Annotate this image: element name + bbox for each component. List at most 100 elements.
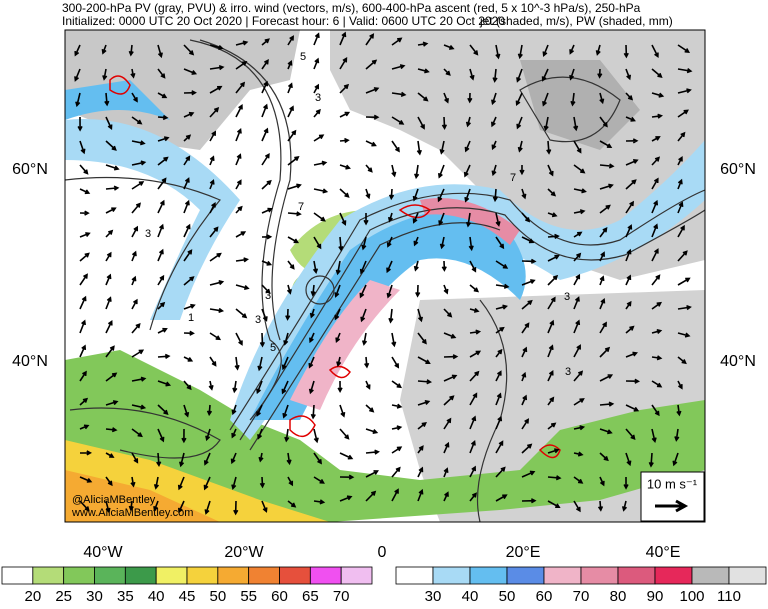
wind-vector xyxy=(625,452,632,467)
wind-vector xyxy=(677,131,686,142)
wind-vector xyxy=(183,199,190,214)
wind-vector xyxy=(105,372,118,382)
wind-vector xyxy=(339,474,355,480)
wind-vector xyxy=(183,90,197,96)
contour-label: 5 xyxy=(300,51,306,63)
wind-vector xyxy=(363,212,369,226)
wind-vector xyxy=(183,134,192,142)
wind-vector xyxy=(105,500,111,514)
wind-vector xyxy=(677,277,691,286)
wind-vector xyxy=(413,236,419,247)
wind-vector xyxy=(183,404,190,418)
wind-vector xyxy=(209,155,215,166)
wind-vector xyxy=(203,452,211,466)
wind-vector xyxy=(105,251,112,262)
wind-vector xyxy=(131,116,143,125)
contour-label: 3 xyxy=(145,228,151,240)
wind-vector xyxy=(521,346,528,358)
wind-vector xyxy=(74,44,81,57)
wind-vector xyxy=(208,380,214,391)
wind-vector xyxy=(313,134,325,142)
wind-vector xyxy=(157,136,170,142)
wind-vector xyxy=(79,370,87,382)
wind-vector xyxy=(651,113,664,119)
wind-vector xyxy=(157,301,166,310)
wind-vector xyxy=(209,252,222,262)
wind-vector xyxy=(287,211,302,217)
wind-vector xyxy=(391,64,406,70)
wind-vector xyxy=(573,451,584,457)
wind-vector xyxy=(465,212,472,228)
wind-vector xyxy=(365,87,380,94)
lon-label: 20°E xyxy=(506,544,541,561)
wind-vector xyxy=(438,212,445,226)
jet-shading xyxy=(65,119,240,320)
wind-vector xyxy=(131,404,147,410)
wind-vector xyxy=(286,452,292,466)
wind-vector xyxy=(310,404,316,420)
wind-vector xyxy=(569,68,575,81)
wind-vector xyxy=(235,128,242,142)
wind-vector xyxy=(79,140,86,155)
wind-vector xyxy=(412,212,419,224)
wind-vector xyxy=(183,249,193,262)
wind-vector xyxy=(515,92,523,107)
wind-vector xyxy=(469,260,477,273)
wind-vector xyxy=(599,346,611,358)
wind-vector xyxy=(417,356,431,365)
wind-vector xyxy=(570,92,576,107)
wind-vector xyxy=(131,92,138,103)
wind-vector xyxy=(387,212,394,223)
wind-vector xyxy=(469,68,475,81)
wind-vector xyxy=(310,284,316,297)
wind-vector xyxy=(464,140,471,153)
wind-vector xyxy=(74,68,81,82)
wind-vector xyxy=(597,68,603,79)
wind-vector xyxy=(257,356,263,372)
lon-label: 40°E xyxy=(646,544,681,561)
wind-vector xyxy=(625,116,636,122)
wind-vector xyxy=(467,92,473,104)
wind-vector xyxy=(521,371,527,382)
wind-vector xyxy=(677,304,692,311)
wind-vector xyxy=(547,475,562,481)
wind-vector xyxy=(183,380,192,391)
wind-vector xyxy=(417,379,433,385)
wind-vector xyxy=(388,188,395,201)
wind-vector xyxy=(651,355,663,361)
wind-vector xyxy=(573,164,586,174)
colorbar-label: 60 xyxy=(271,588,288,604)
jet-shading xyxy=(420,198,520,245)
wind-vector xyxy=(391,116,405,125)
colorbar-swatch xyxy=(94,566,126,585)
wind-vector xyxy=(677,178,683,190)
wind-vector xyxy=(625,428,636,441)
wind-vector xyxy=(105,296,112,310)
wind-vector xyxy=(312,260,319,275)
colorbar-swatch xyxy=(340,566,373,585)
wind-vector xyxy=(282,404,289,419)
wind-vector xyxy=(131,452,139,464)
wind-vector xyxy=(521,322,530,334)
wind-vector xyxy=(495,494,508,502)
wind-vector xyxy=(677,44,691,53)
wind-vector xyxy=(156,452,162,468)
wind-vector xyxy=(157,177,167,190)
wind-vector xyxy=(651,380,663,388)
wind-vector xyxy=(235,179,242,190)
wind-vector xyxy=(261,260,273,266)
wind-vector xyxy=(209,44,224,51)
wind-vector xyxy=(287,476,294,487)
pv-region xyxy=(520,60,640,150)
wind-vector xyxy=(157,199,165,214)
wind-vector xyxy=(495,415,503,430)
wind-vector xyxy=(542,44,549,57)
wind-vector xyxy=(491,164,497,177)
wind-vector xyxy=(547,396,555,406)
wind-vector xyxy=(131,202,141,214)
wind-vector xyxy=(281,380,289,395)
wind-vector xyxy=(339,495,353,502)
wind-vector xyxy=(417,421,427,430)
wind-vector xyxy=(209,202,216,214)
contour-label: 3 xyxy=(565,366,571,378)
